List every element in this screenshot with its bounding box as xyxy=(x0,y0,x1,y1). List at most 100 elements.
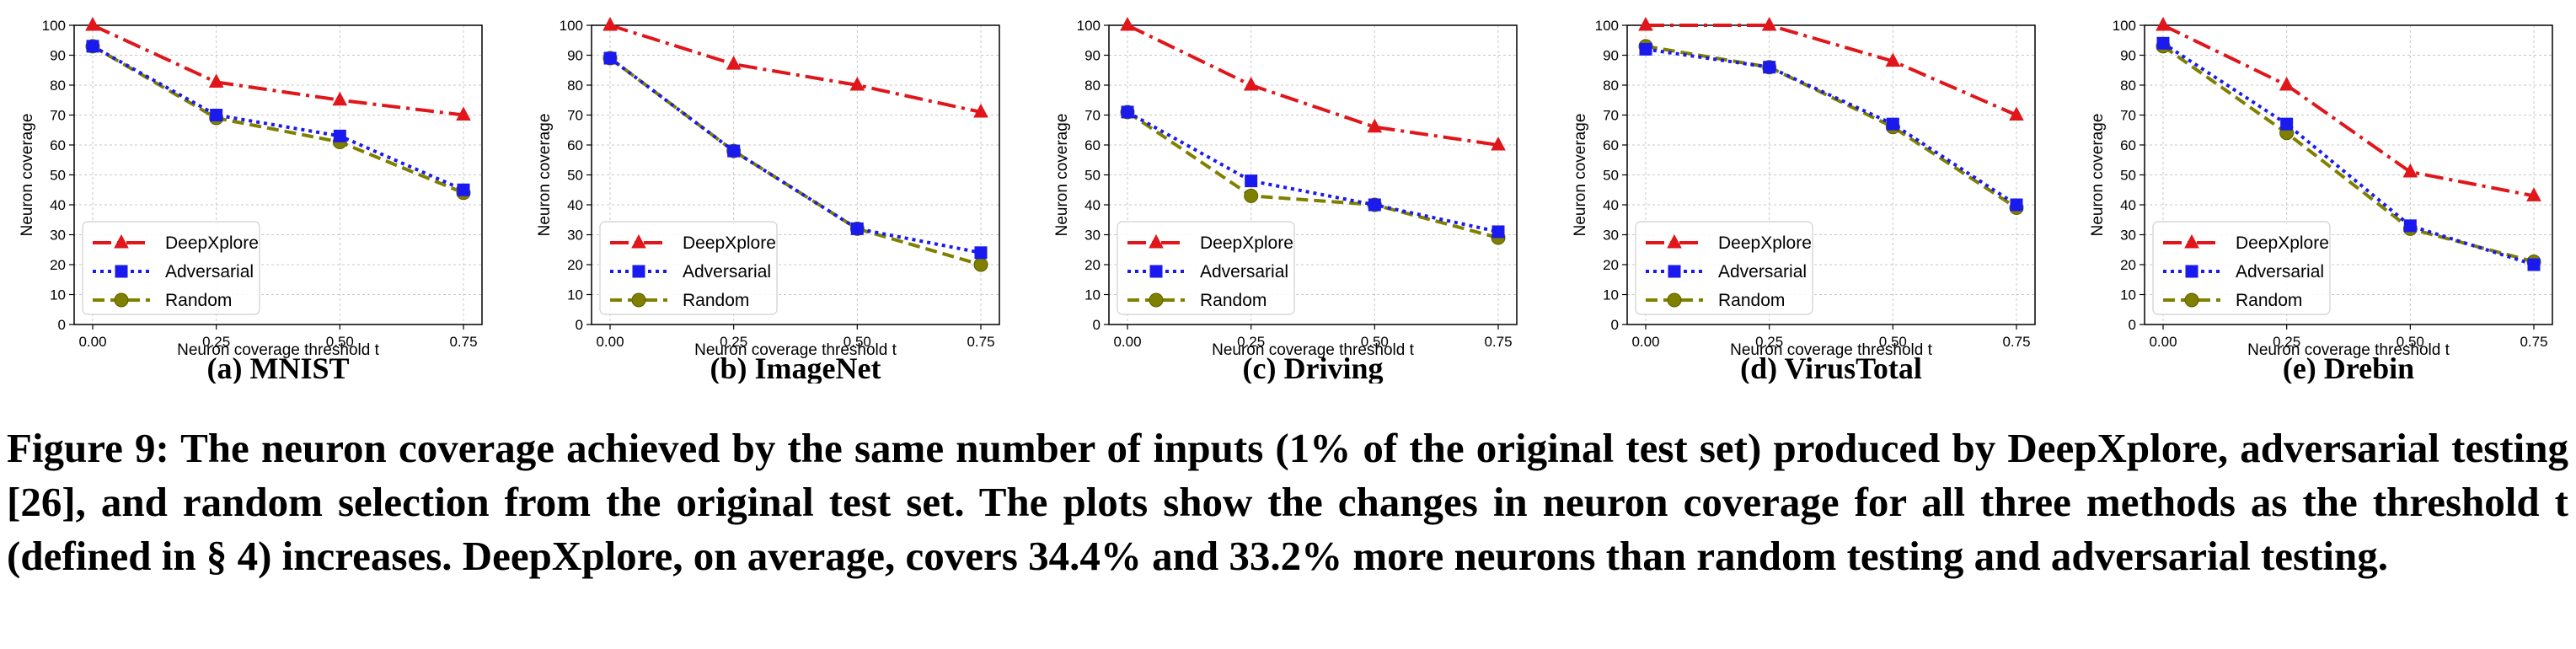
y-tick-label: 10 xyxy=(1603,287,1619,303)
y-tick-label: 30 xyxy=(1603,228,1619,244)
y-tick-label: 60 xyxy=(1603,137,1619,153)
legend: DeepXplore Adversarial Random xyxy=(599,221,778,315)
x-tick-label: 0.25 xyxy=(1755,334,1783,350)
data-point xyxy=(2156,16,2171,31)
data-point xyxy=(2527,258,2541,271)
data-point xyxy=(1368,198,1381,212)
y-tick-label: 40 xyxy=(1603,197,1619,213)
series-line xyxy=(92,24,464,117)
figure-charts: 0 10 20 30 40 50 60 70 80 90 100 0.00 0.25 0.50 0.75 Ne… xyxy=(19,16,2553,384)
chart-panel-1: 0 10 20 30 40 50 60 70 80 90 100 0.00 0.25 0.50 0.75 Ne… xyxy=(19,16,483,384)
chart-panel-2: 0 10 20 30 40 50 60 70 80 90 100 0.00 0.25 0.50 0.75 Ne… xyxy=(536,16,1000,384)
y-tick-label: 30 xyxy=(567,228,583,244)
y-tick-label: 60 xyxy=(1084,137,1101,153)
y-tick-label: 90 xyxy=(1603,48,1619,64)
y-tick-label: 50 xyxy=(50,168,66,184)
data-point xyxy=(973,103,988,118)
data-point xyxy=(850,222,864,235)
legend-marker xyxy=(1149,292,1164,308)
x-tick-label: 0.00 xyxy=(1631,334,1659,350)
legend-label: Random xyxy=(2236,291,2302,310)
y-tick-label: 0 xyxy=(58,317,66,333)
y-tick-label: 100 xyxy=(2113,18,2136,34)
data-point xyxy=(1244,188,1259,203)
y-tick-label: 90 xyxy=(567,48,583,64)
y-tick-label: 0 xyxy=(2129,317,2136,333)
data-point xyxy=(456,106,471,121)
data-point xyxy=(1243,76,1259,91)
y-tick-label: 80 xyxy=(1603,78,1619,94)
data-point xyxy=(1638,16,1653,31)
figure-caption: Figure 9: The neuron coverage achieved b… xyxy=(7,425,2568,579)
data-point xyxy=(2010,198,2023,212)
data-point xyxy=(1121,105,1134,119)
y-axis-label: Neuron coverage xyxy=(1572,114,1589,237)
y-tick-label: 60 xyxy=(2120,137,2136,153)
y-tick-label: 80 xyxy=(567,78,583,94)
y-tick-label: 70 xyxy=(1603,108,1619,124)
data-point xyxy=(1491,136,1506,151)
y-tick-label: 0 xyxy=(1093,317,1101,333)
data-point xyxy=(2279,76,2295,91)
data-point xyxy=(726,56,742,70)
x-tick-label: 0.00 xyxy=(596,334,624,350)
data-point xyxy=(603,51,617,65)
x-axis-label: Neuron coverage threshold t xyxy=(1212,341,1414,359)
data-point xyxy=(1367,118,1383,133)
legend: DeepXplore Adversarial Random xyxy=(2152,221,2331,315)
y-tick-label: 80 xyxy=(2120,78,2136,94)
y-axis-label: Neuron coverage xyxy=(536,114,554,237)
y-tick-label: 90 xyxy=(1084,48,1101,64)
legend-label: DeepXplore xyxy=(2236,233,2329,253)
y-tick-label: 100 xyxy=(1077,18,1101,34)
data-point xyxy=(2280,117,2294,131)
x-tick-label: 0.50 xyxy=(326,334,354,350)
legend-marker xyxy=(1667,292,1682,308)
x-axis-label: Neuron coverage threshold t xyxy=(177,341,379,359)
x-tick-label: 0.50 xyxy=(1879,334,1907,350)
y-tick-label: 100 xyxy=(42,18,66,34)
series-line xyxy=(2161,41,2535,266)
data-point xyxy=(849,76,865,91)
data-point xyxy=(2526,187,2541,201)
legend: DeepXplore Adversarial Random xyxy=(1635,221,1813,315)
y-tick-label: 40 xyxy=(1084,197,1101,213)
series-line xyxy=(608,56,982,255)
legend-marker xyxy=(631,233,646,249)
y-tick-label: 30 xyxy=(2120,228,2136,244)
legend-marker xyxy=(1149,265,1163,278)
y-tick-label: 50 xyxy=(2120,168,2136,184)
x-tick-label: 0.00 xyxy=(1113,334,1141,350)
chart-panel-5: 0 10 20 30 40 50 60 70 80 90 100 0.00 0.25 0.50 0.75 Ne… xyxy=(2089,16,2553,384)
y-tick-label: 20 xyxy=(2120,257,2136,273)
series-line xyxy=(1126,110,1499,239)
series-line xyxy=(1127,24,1499,147)
x-axis-label: Neuron coverage threshold t xyxy=(1730,341,1932,359)
y-tick-label: 30 xyxy=(1084,228,1101,244)
data-point xyxy=(727,144,741,158)
subcaption: (e) Drebin xyxy=(2283,351,2414,384)
legend-marker xyxy=(1667,233,1682,249)
legend-marker xyxy=(1668,265,1681,278)
y-tick-label: 80 xyxy=(50,78,66,94)
data-point xyxy=(208,73,224,88)
series-adversarial xyxy=(1639,42,2023,212)
x-tick-label: 0.75 xyxy=(2002,334,2030,350)
x-tick-label: 0.50 xyxy=(1361,334,1389,350)
chart-panel-4: 0 10 20 30 40 50 60 70 80 90 100 0.00 0.25 0.50 0.75 Ne… xyxy=(1572,16,2036,384)
x-tick-label: 0.50 xyxy=(2397,334,2424,350)
legend-label: Random xyxy=(683,291,749,310)
x-tick-label: 0.25 xyxy=(2273,334,2300,350)
data-point xyxy=(1761,16,1777,31)
subcaption: (a) MNIST xyxy=(207,351,350,384)
data-point xyxy=(2403,219,2417,233)
y-tick-label: 80 xyxy=(1084,78,1101,94)
y-tick-label: 60 xyxy=(50,137,66,153)
series-line xyxy=(2161,45,2535,264)
data-point xyxy=(1763,61,1776,74)
legend-label: Random xyxy=(1718,291,1785,310)
legend-label: DeepXplore xyxy=(165,233,259,253)
legend-label: Adversarial xyxy=(2236,262,2324,282)
y-tick-label: 40 xyxy=(50,197,66,213)
series-line xyxy=(1646,24,2017,117)
